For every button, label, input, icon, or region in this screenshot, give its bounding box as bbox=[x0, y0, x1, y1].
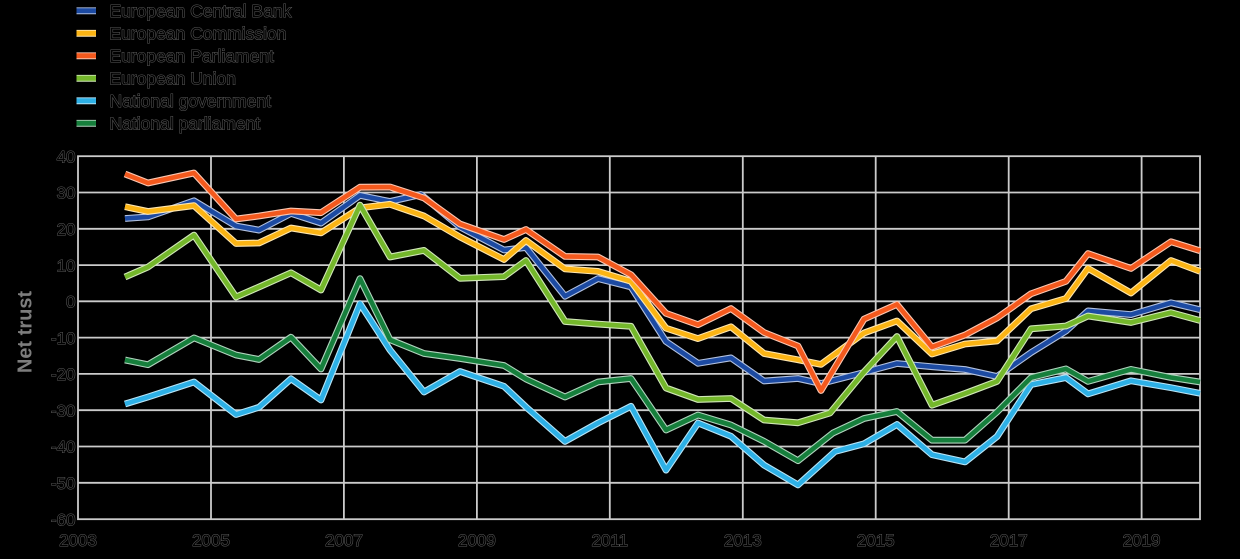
svg-text:2017: 2017 bbox=[990, 531, 1028, 550]
svg-text:European Union: European Union bbox=[110, 69, 236, 89]
svg-text:European Central Bank: European Central Bank bbox=[110, 1, 292, 21]
svg-text:0: 0 bbox=[66, 293, 75, 312]
svg-text:30: 30 bbox=[57, 184, 76, 203]
svg-text:European Commission: European Commission bbox=[110, 24, 287, 44]
svg-text:20: 20 bbox=[57, 220, 76, 239]
svg-text:-40: -40 bbox=[51, 438, 76, 457]
svg-text:2011: 2011 bbox=[592, 531, 629, 550]
svg-text:European Parliament: European Parliament bbox=[110, 46, 275, 66]
svg-text:-10: -10 bbox=[51, 329, 76, 348]
svg-text:2019: 2019 bbox=[1123, 531, 1161, 550]
svg-text:-50: -50 bbox=[51, 474, 76, 493]
svg-text:National government: National government bbox=[110, 91, 272, 111]
svg-text:-20: -20 bbox=[51, 365, 76, 384]
svg-text:2015: 2015 bbox=[857, 531, 895, 550]
svg-text:2003: 2003 bbox=[59, 531, 97, 550]
svg-text:National parliament: National parliament bbox=[110, 114, 261, 134]
svg-text:2009: 2009 bbox=[458, 531, 496, 550]
svg-text:Net trust: Net trust bbox=[15, 291, 37, 374]
svg-text:2013: 2013 bbox=[724, 531, 762, 550]
svg-text:2005: 2005 bbox=[192, 531, 230, 550]
svg-text:-30: -30 bbox=[51, 401, 76, 420]
svg-text:40: 40 bbox=[57, 147, 76, 166]
svg-text:2007: 2007 bbox=[325, 531, 363, 550]
svg-text:-60: -60 bbox=[51, 510, 76, 529]
svg-text:10: 10 bbox=[57, 256, 76, 275]
